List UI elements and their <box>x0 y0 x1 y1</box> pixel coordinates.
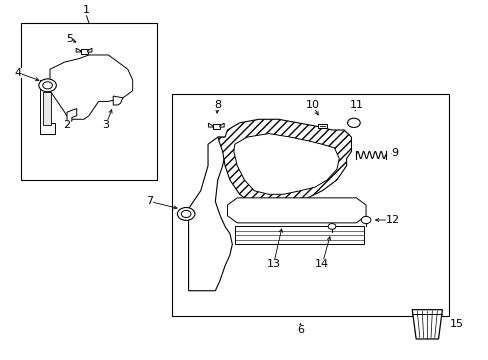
Bar <box>42 93 51 125</box>
Polygon shape <box>188 137 232 291</box>
Bar <box>317 125 326 129</box>
Circle shape <box>351 121 356 125</box>
Text: 8: 8 <box>214 100 221 110</box>
Polygon shape <box>67 109 77 121</box>
Polygon shape <box>40 80 55 134</box>
Polygon shape <box>219 123 224 127</box>
Circle shape <box>347 118 360 127</box>
Bar <box>234 226 363 244</box>
Polygon shape <box>233 134 339 194</box>
Polygon shape <box>50 55 132 119</box>
Bar <box>171 94 448 316</box>
Polygon shape <box>87 48 92 52</box>
Circle shape <box>42 82 52 89</box>
Text: 5: 5 <box>66 34 73 44</box>
Bar <box>81 49 87 54</box>
Text: 1: 1 <box>83 5 90 15</box>
Text: 11: 11 <box>348 100 363 110</box>
Polygon shape <box>76 48 81 52</box>
Text: 15: 15 <box>449 319 463 329</box>
Circle shape <box>177 207 195 220</box>
Text: 9: 9 <box>391 148 398 158</box>
Text: 13: 13 <box>266 259 280 269</box>
Text: 14: 14 <box>315 259 329 269</box>
Text: 3: 3 <box>102 120 109 130</box>
Circle shape <box>39 79 56 92</box>
Circle shape <box>181 210 191 217</box>
Polygon shape <box>217 119 351 205</box>
Text: 12: 12 <box>385 215 399 225</box>
Bar <box>21 23 157 180</box>
Bar <box>212 124 219 129</box>
Text: 2: 2 <box>63 120 70 130</box>
Text: 10: 10 <box>305 100 319 110</box>
Circle shape <box>361 216 370 224</box>
Polygon shape <box>208 123 212 127</box>
Text: 6: 6 <box>296 325 304 335</box>
Polygon shape <box>227 198 366 223</box>
Circle shape <box>327 224 335 229</box>
Text: 7: 7 <box>146 197 153 206</box>
Polygon shape <box>113 96 122 105</box>
Polygon shape <box>411 310 442 339</box>
Text: 4: 4 <box>15 68 22 78</box>
